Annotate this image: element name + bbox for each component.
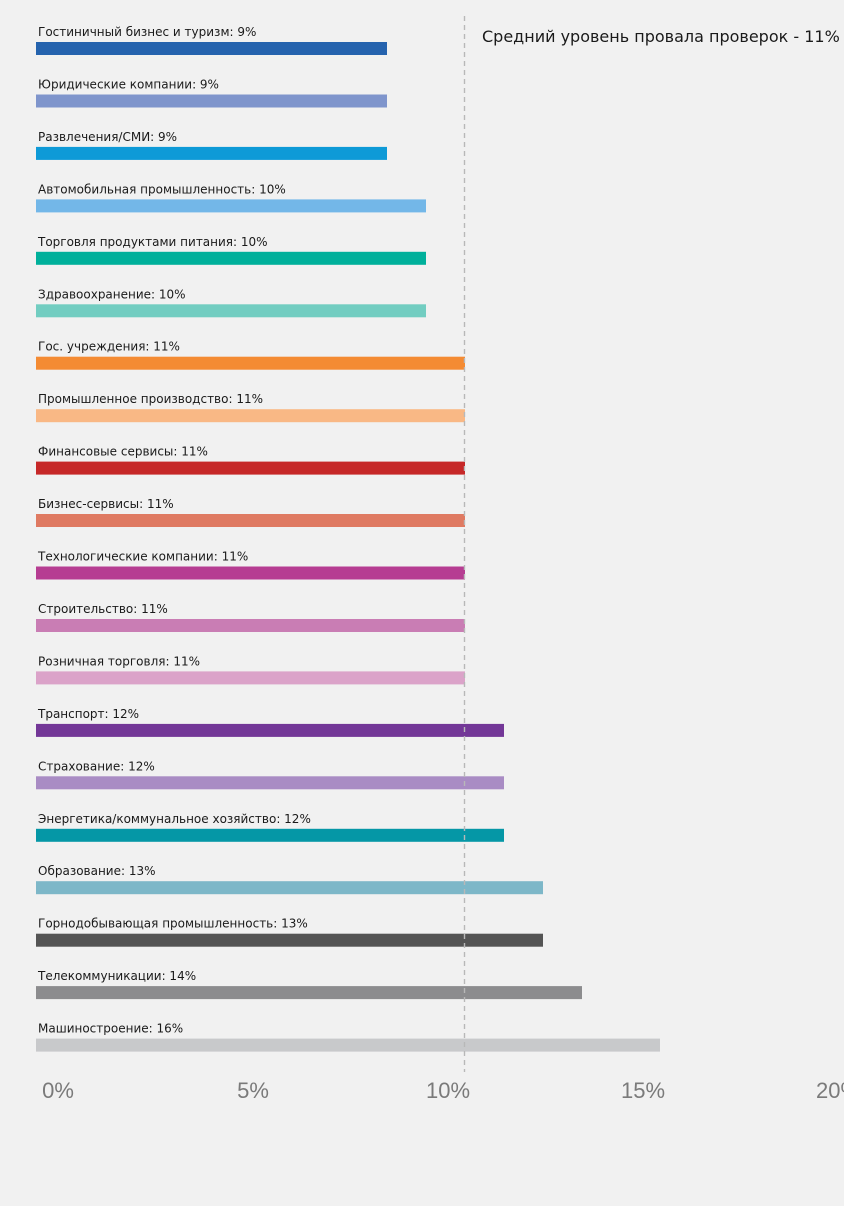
bar-label-19: Телекоммуникации: 14% (37, 969, 196, 983)
bar-18 (36, 933, 543, 947)
bar-label-14: Транспорт: 12% (37, 707, 139, 721)
bar-15 (36, 776, 504, 790)
x-tick-label-2: 5% (237, 1078, 269, 1103)
bar-label-5: Торговля продуктами питания: 10% (37, 235, 268, 249)
bar-label-2: Юридические компании: 9% (38, 78, 219, 92)
bar-label-8: Промышленное производство: 11% (38, 392, 263, 406)
bar-labels-layer: Гостиничный бизнес и туризм: 9% Юридическ… (37, 25, 311, 1036)
bar-16 (36, 828, 504, 842)
bar-label-11: Технологические компании: 11% (37, 550, 248, 564)
bar-5 (36, 251, 426, 265)
x-tick-label-3: 10% (426, 1078, 470, 1103)
x-tick-label-4: 15% (621, 1078, 665, 1103)
x-tick-label-1: 0% (42, 1078, 74, 1103)
bar-19 (36, 986, 582, 1000)
bar-label-7: Гос. учреждения: 11% (38, 340, 180, 354)
bar-label-9: Финансовые сервисы: 11% (38, 445, 208, 459)
bar-label-10: Бизнес-сервисы: 11% (38, 497, 174, 511)
bar-label-17: Образование: 13% (38, 864, 156, 878)
bar-label-3: Развлечения/СМИ: 9% (38, 130, 177, 144)
bar-label-16: Энергетика/коммунальное хозяйство: 12% (38, 812, 311, 826)
bar-7 (36, 356, 465, 370)
x-tick-label-5: 20% (816, 1078, 844, 1103)
bar-2 (36, 94, 387, 108)
bar-14 (36, 723, 504, 737)
bar-label-1: Гостиничный бизнес и туризм: 9% (38, 25, 256, 39)
bar-11 (36, 566, 465, 580)
bar-label-6: Здравоохранение: 10% (38, 287, 186, 301)
bar-8 (36, 409, 465, 423)
bar-10 (36, 514, 465, 527)
bar-label-13: Розничная торговля: 11% (38, 654, 200, 668)
bar-label-12: Строительство: 11% (38, 602, 168, 616)
bar-6 (36, 304, 426, 318)
bar-3 (36, 146, 387, 160)
x-axis-ticks: 0% 5% 10% 15% 20% (42, 1078, 844, 1103)
bar-label-15: Страхование: 12% (38, 759, 155, 773)
bar-17 (36, 881, 543, 895)
bar-4 (36, 199, 426, 213)
bar-13 (36, 671, 465, 685)
bars-layer (36, 42, 660, 1052)
bar-label-20: Машиностроение: 16% (38, 1022, 183, 1036)
bar-1 (36, 42, 387, 55)
bar-label-4: Автомобильная промышленность: 10% (38, 182, 286, 196)
average-annotation: Средний уровень провала проверок - 11% (482, 27, 840, 46)
bar-20 (36, 1038, 660, 1052)
bar-9 (36, 461, 465, 475)
bar-12 (36, 619, 465, 632)
bar-label-18: Горнодобывающая промышленность: 13% (38, 917, 308, 931)
